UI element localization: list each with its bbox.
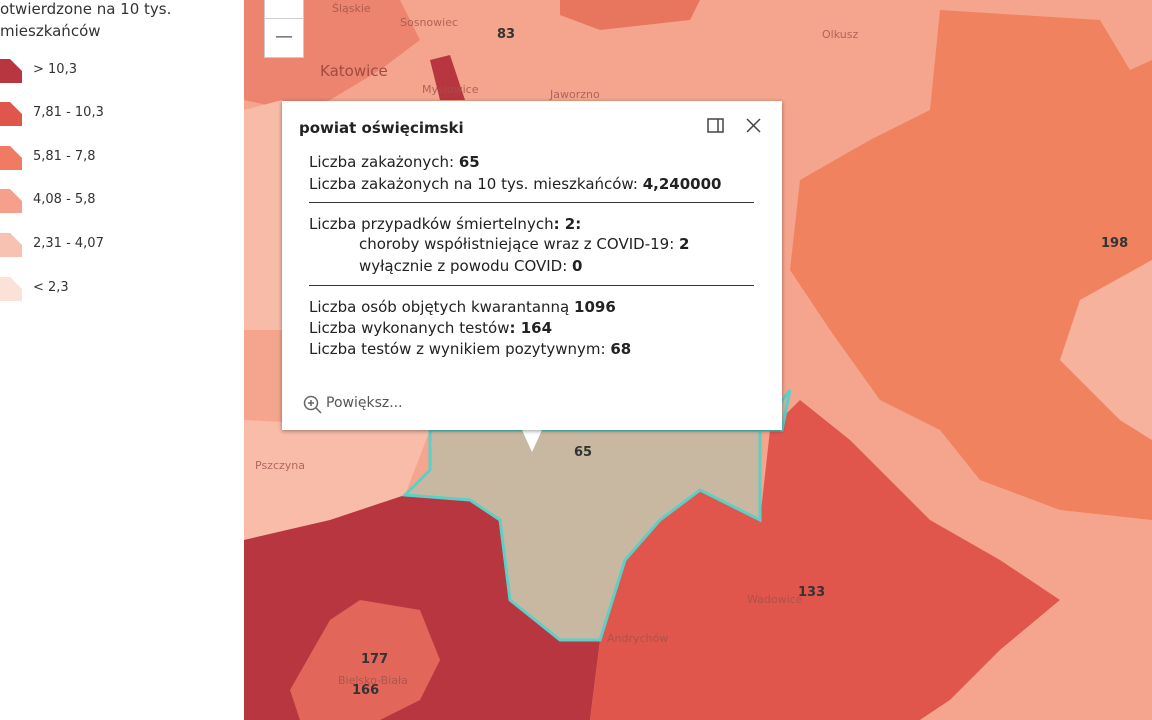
zoom-icon — [303, 395, 322, 414]
field-label: Liczba wykonanych testów — [309, 319, 510, 337]
swatch-shape — [0, 59, 22, 83]
popup-line: choroby współistniejące wraz z COVID-19:… — [359, 235, 689, 253]
field-value: 68 — [610, 340, 632, 358]
field-label: Liczba osób objętych kwarantanną — [309, 298, 575, 316]
field-label: Liczba zakażonych na 10 tys. mieszkańców… — [309, 175, 643, 193]
popup-actions — [707, 118, 761, 133]
popup-line: Liczba zakażonych: 65 — [309, 153, 480, 171]
field-value: : 164 — [509, 319, 553, 337]
place-label: Jaworzno — [549, 88, 600, 101]
count-label: 83 — [497, 27, 515, 42]
region — [1060, 260, 1152, 440]
popup-line: Liczba osób objętych kwarantanną 1096 — [309, 298, 616, 316]
field-label: choroby współistniejące wraz z COVID-19: — [359, 235, 680, 253]
place-label: Mysłowice — [422, 83, 479, 96]
field-value: 0 — [572, 257, 583, 275]
region — [430, 55, 465, 100]
field-value: 65 — [458, 153, 480, 171]
separator — [309, 285, 754, 286]
field-value: : 2: — [553, 215, 582, 233]
swatch-shape — [0, 102, 22, 126]
zoom-out-button[interactable]: — — [264, 18, 304, 58]
zoom-in-button[interactable] — [264, 0, 304, 20]
swatch-shape — [0, 189, 22, 213]
legend-label: 7,81 - 10,3 — [33, 105, 104, 120]
count-label: 133 — [798, 585, 825, 600]
legend-swatch — [0, 189, 22, 213]
popup-title: powiat oświęcimski — [299, 119, 464, 137]
legend-title: otwierdzone na 10 tys. — [0, 0, 172, 18]
legend-label: 2,31 - 4,07 — [33, 236, 104, 251]
dock-button[interactable] — [707, 118, 724, 133]
field-value: 2 — [679, 235, 690, 253]
region — [290, 600, 440, 720]
field-label: Liczba testów z wynikiem pozytywnym: — [309, 340, 611, 358]
field-value: 4,240000 — [642, 175, 722, 193]
place-label: Olkusz — [822, 28, 858, 41]
place-label: Wadowice — [747, 593, 803, 606]
region — [244, 420, 430, 540]
swatch-shape — [0, 146, 22, 170]
legend-label: > 10,3 — [33, 62, 77, 77]
region — [790, 10, 1152, 520]
place-label: Sosnowiec — [400, 16, 458, 29]
field-label: wyłącznie z powodu COVID: — [359, 257, 573, 275]
legend-label: 5,81 - 7,8 — [33, 149, 96, 164]
popup-line: wyłącznie z powodu COVID: 0 — [359, 257, 582, 275]
place-label: Bielsko-Biała — [338, 674, 408, 687]
legend-swatch — [0, 146, 22, 170]
swatch-shape — [0, 277, 22, 301]
legend-swatch — [0, 102, 22, 126]
count-label: 198 — [1101, 236, 1128, 251]
close-button[interactable] — [746, 118, 761, 133]
field-label: Liczba przypadków śmiertelnych — [309, 215, 554, 233]
swatch-shape — [0, 233, 22, 257]
legend-label: < 2,3 — [33, 280, 69, 295]
field-label: Liczba zakażonych: — [309, 153, 459, 171]
count-label: 177 — [361, 652, 388, 667]
legend: otwierdzone na 10 tys. mieszkańców > 10,… — [0, 0, 244, 720]
legend-title: mieszkańców — [0, 22, 101, 40]
legend-label: 4,08 - 5,8 — [33, 192, 96, 207]
legend-swatch — [0, 59, 22, 83]
popup-line: Liczba przypadków śmiertelnych: 2: — [309, 215, 581, 233]
place-label: Pszczyna — [255, 459, 305, 472]
popup-line: Liczba testów z wynikiem pozytywnym: 68 — [309, 340, 631, 358]
region — [244, 100, 282, 330]
place-label: Katowice — [320, 62, 388, 80]
place-label: Śląskie — [332, 2, 371, 15]
region — [920, 560, 1152, 720]
region — [590, 400, 1060, 720]
separator — [309, 202, 754, 203]
count-label: 65 — [574, 445, 592, 460]
popup-line: Liczba wykonanych testów: 164 — [309, 319, 552, 337]
popup-pointer — [522, 430, 542, 452]
popup: powiat oświęcimski Powiększ... Liczba za… — [282, 101, 782, 430]
region — [560, 0, 700, 30]
field-value: 1096 — [574, 298, 616, 316]
place-label: Andrychów — [607, 632, 668, 645]
legend-swatch — [0, 277, 22, 301]
legend-swatch — [0, 233, 22, 257]
popup-line: Liczba zakażonych na 10 tys. mieszkańców… — [309, 175, 721, 193]
count-label: 166 — [352, 683, 379, 698]
zoom-link[interactable]: Powiększ... — [326, 395, 403, 411]
